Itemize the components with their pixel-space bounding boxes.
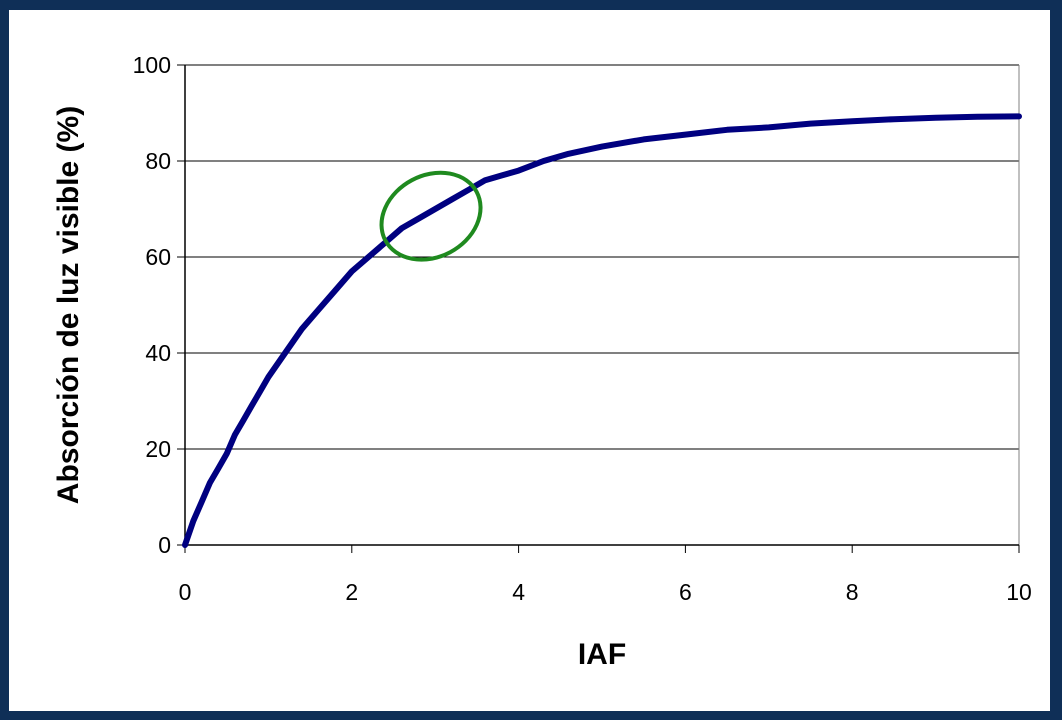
x-tick-label: 2 [345,579,358,605]
axes [177,64,1020,553]
chart-panel: 0 2 4 6 8 10 0 20 40 60 80 100 IAF Absorción de lu… [9,10,1050,711]
x-tick-label: 8 [846,579,859,605]
y-tick-label: 80 [145,148,171,174]
y-tick-label: 0 [158,532,171,558]
y-tick-label: 60 [145,244,171,270]
x-tick-label: 10 [1006,579,1032,605]
series-group [182,113,1022,548]
plot-area [185,65,1019,545]
x-tick-label: 4 [512,579,525,605]
x-tick-label: 0 [179,579,192,605]
highlight-ellipse [379,170,483,262]
x-tick-labels: 0 2 4 6 8 10 [179,579,1032,605]
y-tick-label: 100 [133,52,171,78]
grid-lines [185,64,1019,450]
y-axis-title: Absorción de luz visible (%) [52,106,85,504]
y-tick-label: 40 [145,340,171,366]
x-tick-label: 6 [679,579,692,605]
y-tick-labels: 0 20 40 60 80 100 [133,52,171,558]
y-tick-label: 20 [145,436,171,462]
x-axis-title: IAF [578,638,626,671]
line-chart: 0 2 4 6 8 10 0 20 40 60 80 100 IAF Absorción de lu… [52,52,1032,671]
series-line [182,113,1022,548]
annotations [379,170,483,262]
